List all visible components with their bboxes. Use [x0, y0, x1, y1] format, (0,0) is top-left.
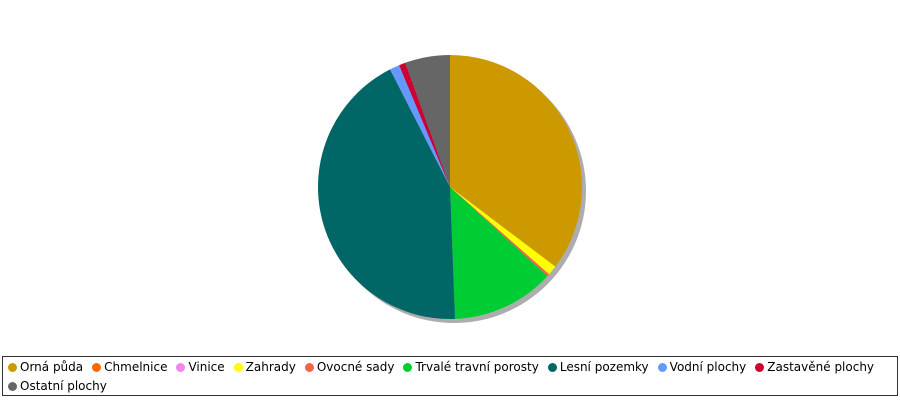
legend-item: Vinice [176, 360, 225, 374]
legend-item: Chmelnice [92, 360, 167, 374]
legend-swatch [403, 362, 413, 372]
legend-label: Trvalé travní porosty [415, 360, 539, 374]
pie-slice [390, 65, 450, 187]
pie-slice [450, 187, 550, 277]
legend-item: Zahrady [233, 360, 296, 374]
legend-swatch [547, 362, 557, 372]
legend-label: Orná půda [20, 360, 84, 374]
legend-item: Trvalé travní porosty [403, 360, 539, 374]
legend-label: Ovocné sady [316, 360, 395, 374]
pie-slice [450, 187, 556, 275]
legend-item: Lesní pozemky [547, 360, 649, 374]
legend-item: Vodní plochy [657, 360, 747, 374]
legend-swatch [755, 362, 765, 372]
pie-slice [450, 187, 548, 319]
legend-swatch [8, 362, 17, 372]
legend-swatch [92, 362, 102, 372]
legend-label: Vinice [188, 360, 225, 374]
legend-swatch [8, 381, 17, 391]
legend-item: Orná půda [8, 360, 83, 374]
legend-swatch [304, 362, 314, 372]
pie-slice [450, 55, 582, 267]
legend-swatch [176, 362, 186, 372]
legend-swatch [233, 362, 243, 372]
legend-swatch [657, 362, 667, 372]
pie-slice [399, 62, 450, 187]
legend-label: Chmelnice [104, 360, 168, 374]
legend-item: Ostatní plochy [8, 379, 107, 393]
legend-label: Zastavěné plochy [767, 360, 875, 374]
legend-label: Lesní pozemky [559, 360, 649, 374]
legend-label: Zahrady [245, 360, 296, 374]
chart [317, 55, 586, 323]
legend-item: Zastavěné plochy [755, 360, 874, 374]
legend-label: Vodní plochy [669, 360, 747, 374]
legend-label: Ostatní plochy [20, 379, 107, 393]
legend: Orná půda Chmelnice Vinice Zahrady Ovocné sa… [2, 356, 898, 396]
pie-slice [317, 69, 455, 320]
pie-slice [405, 55, 450, 187]
legend-item: Ovocné sady [304, 360, 395, 374]
